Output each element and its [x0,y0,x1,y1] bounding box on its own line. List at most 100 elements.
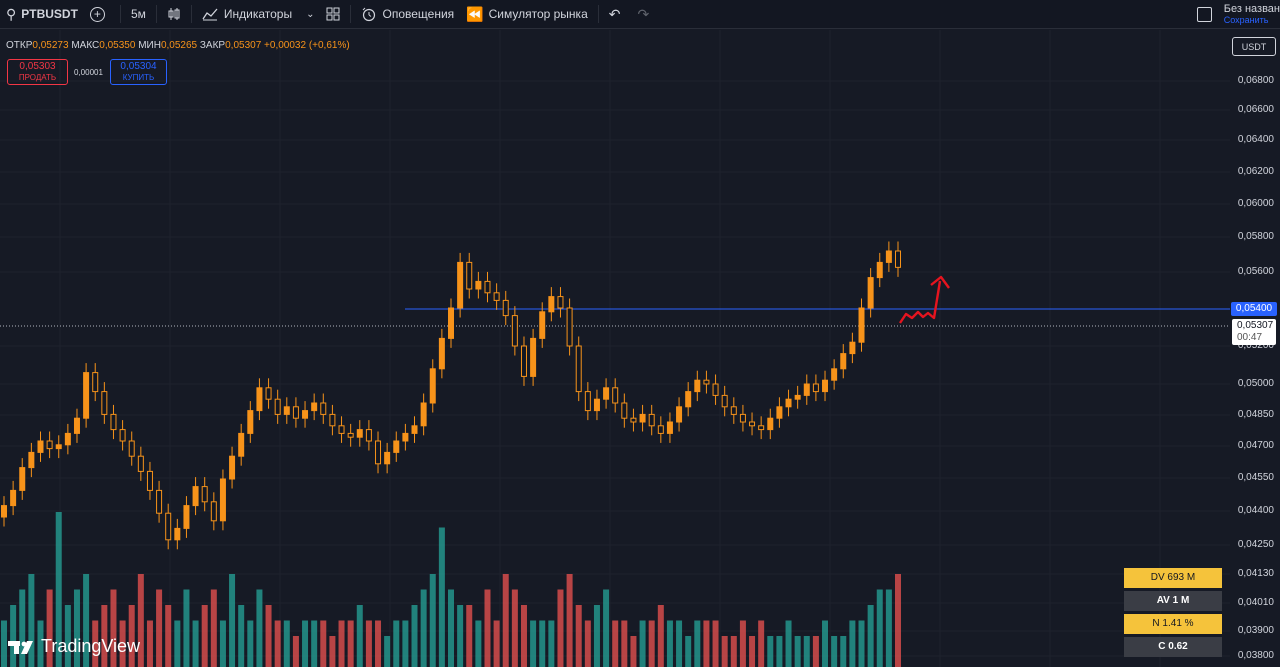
tradingview-logo[interactable]: TradingView [8,636,140,657]
close-value: 0,05307 [225,40,262,51]
price-axis-label: 0,05600 [1237,266,1274,277]
volume-bar [256,589,263,667]
volume-bar [749,636,756,667]
candle-body [548,296,555,313]
alarm-clock-icon [363,7,376,21]
candle-body [64,432,71,446]
volume-bar [639,620,646,667]
candle-body [247,410,254,434]
indicators-button[interactable]: Индикаторы ⌄ [196,0,321,28]
candle-body [785,398,792,408]
market-simulator-button[interactable]: ⏪ Симулятор рынка [460,0,594,28]
candle-body [420,402,427,427]
buy-button[interactable]: 0,05304 КУПИТЬ [110,59,167,85]
interval-button[interactable]: 5м [125,0,152,28]
volume-bar [530,620,537,667]
volume-bar [876,589,883,667]
chevron-down-icon: ⌄ [306,8,315,20]
volume-bar [137,574,144,667]
price-axis-label: 0,04130 [1237,568,1274,579]
volume-bar [156,589,163,667]
price-axis-label: 0,06200 [1237,166,1274,177]
price-axis-label: 0,04850 [1237,409,1274,420]
save-layout[interactable]: Без назван Сохранить [1196,0,1280,28]
volume-bar [812,636,819,667]
candle-body [137,455,144,472]
volume-bar [621,620,628,667]
volume-bar [365,620,372,667]
logo-text: TradingView [41,636,141,656]
volume-bar [858,620,865,667]
candle-body [539,311,546,339]
candle-body [557,296,564,309]
undo-button[interactable]: ↶ [603,0,632,28]
volume-bar [502,574,509,667]
candle-body [73,417,80,434]
candle-body [229,455,236,480]
price-axis-label: 0,04700 [1237,440,1274,451]
price-axis-label: 0,06800 [1237,75,1274,86]
current-price-tag: 0,05307 00:47 [1232,319,1276,345]
price-axis-label: 0,04250 [1237,539,1274,550]
volume-bar [19,589,26,667]
candle-body [758,425,765,431]
volume-bar [511,589,518,667]
chart-type-button[interactable] [161,0,187,28]
symbol-search[interactable]: ⚲ PTBUSDT [0,0,84,28]
candle-body [448,307,454,339]
volume-bar [831,636,838,667]
price-axis-label: 0,06400 [1237,134,1274,145]
candle-body [575,345,582,393]
volume-bar [146,620,153,667]
candle-body [867,277,874,309]
volume-bar [302,620,309,667]
candle-body [730,406,737,415]
candle-body [192,486,199,507]
volume-bar [229,574,236,667]
candle-body [256,387,263,412]
volume-bar [448,589,454,667]
compare-button[interactable]: + [84,0,116,28]
bar-countdown: 00:47 [1237,332,1263,343]
price-axis-label: 0,04010 [1237,597,1274,608]
alerts-button[interactable]: Оповещения [355,0,460,28]
volume-bar [247,620,254,667]
save-link[interactable]: Сохранить [1223,15,1269,25]
low-label: МИН [138,40,161,51]
candles-icon [168,8,180,20]
volume-bar [329,636,336,667]
volume-bar [384,636,391,667]
candle-body [110,413,117,431]
volume-bar [694,620,701,667]
redo-button[interactable]: ↷ [631,0,660,28]
simulator-label: Симулятор рынка [488,7,588,21]
toolbar-divider [155,5,157,23]
volume-bar [320,620,327,667]
volume-bar [55,512,62,667]
volume-bar [676,620,683,667]
candle-body [676,406,683,423]
toolbar-divider [597,5,599,23]
volume-bar [128,605,135,667]
volume-bar [73,589,80,667]
candle-body [165,512,172,541]
undo-icon: ↶ [608,5,621,22]
candle-body [1,505,7,518]
currency-selector[interactable]: USDT [1232,37,1276,56]
candle-body [238,432,245,457]
candle-body [703,379,710,385]
indicators-label: Индикаторы [223,7,293,21]
high-label: МАКС [71,40,100,51]
volume-bar [356,605,363,667]
layouts-button[interactable] [320,0,346,28]
volume-bar [867,605,874,667]
volume-bar [192,620,199,667]
candle-body [876,261,883,279]
volume-bar [739,620,746,667]
change-value: +0,00032 (+0,61%) [264,40,350,51]
sell-button[interactable]: 0,05303 ПРОДАТЬ [7,59,68,85]
candle-body [712,383,719,396]
volume-bar [794,636,801,667]
volume-bar [1,620,7,667]
